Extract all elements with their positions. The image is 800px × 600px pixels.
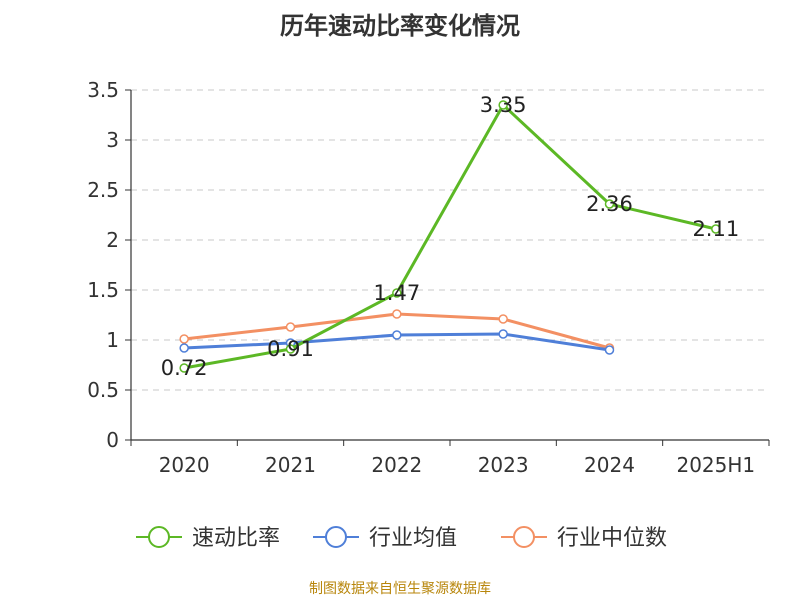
data-point [285, 344, 296, 354]
x-tick-label: 2020 [159, 453, 210, 477]
y-tick-label: 0.5 [87, 378, 119, 402]
data-point [392, 309, 402, 319]
data-point [179, 334, 189, 344]
data-point [285, 322, 296, 332]
y-tick-label: 1.5 [87, 278, 119, 302]
y-tick-label: 3.5 [87, 78, 119, 102]
chart-title: 历年速动比率变化情况 [280, 12, 520, 40]
data-label: 0.72 [161, 356, 208, 380]
y-tick-label: 2 [106, 228, 119, 252]
x-tick-label: 2023 [478, 453, 529, 477]
y-tick-label: 3 [106, 128, 119, 152]
data-point [711, 224, 721, 234]
y-tick-label: 1 [106, 328, 119, 352]
data-label: 3.35 [480, 93, 527, 117]
data-point [179, 363, 189, 373]
legend-label: 行业中位数 [557, 526, 667, 551]
x-tick-label: 2021 [265, 453, 316, 477]
legend-marker [325, 526, 347, 548]
data-label: 2.36 [586, 192, 633, 216]
y-tick-label: 0 [106, 428, 119, 452]
y-tick-label: 2.5 [87, 178, 119, 202]
data-point [498, 329, 508, 339]
legend-marker [148, 526, 170, 548]
data-point [498, 314, 508, 324]
data-point [392, 330, 402, 340]
series-line-0 [183, 103, 717, 370]
x-tick-label: 2025H1 [676, 453, 755, 477]
source-note: 制图数据来自恒生聚源数据库 [309, 581, 491, 597]
data-point [498, 100, 508, 110]
data-point [604, 199, 615, 209]
x-tick-label: 2024 [584, 453, 635, 477]
data-point [604, 345, 615, 355]
legend-marker [513, 526, 535, 548]
data-label: 2.11 [692, 217, 739, 241]
data-point [179, 343, 189, 353]
legend-label: 速动比率 [192, 526, 280, 551]
data-point [392, 288, 402, 298]
x-tick-label: 2022 [371, 453, 422, 477]
data-label: 0.91 [267, 337, 314, 361]
legend-label: 行业均值 [369, 526, 457, 551]
data-label: 1.47 [373, 281, 420, 305]
